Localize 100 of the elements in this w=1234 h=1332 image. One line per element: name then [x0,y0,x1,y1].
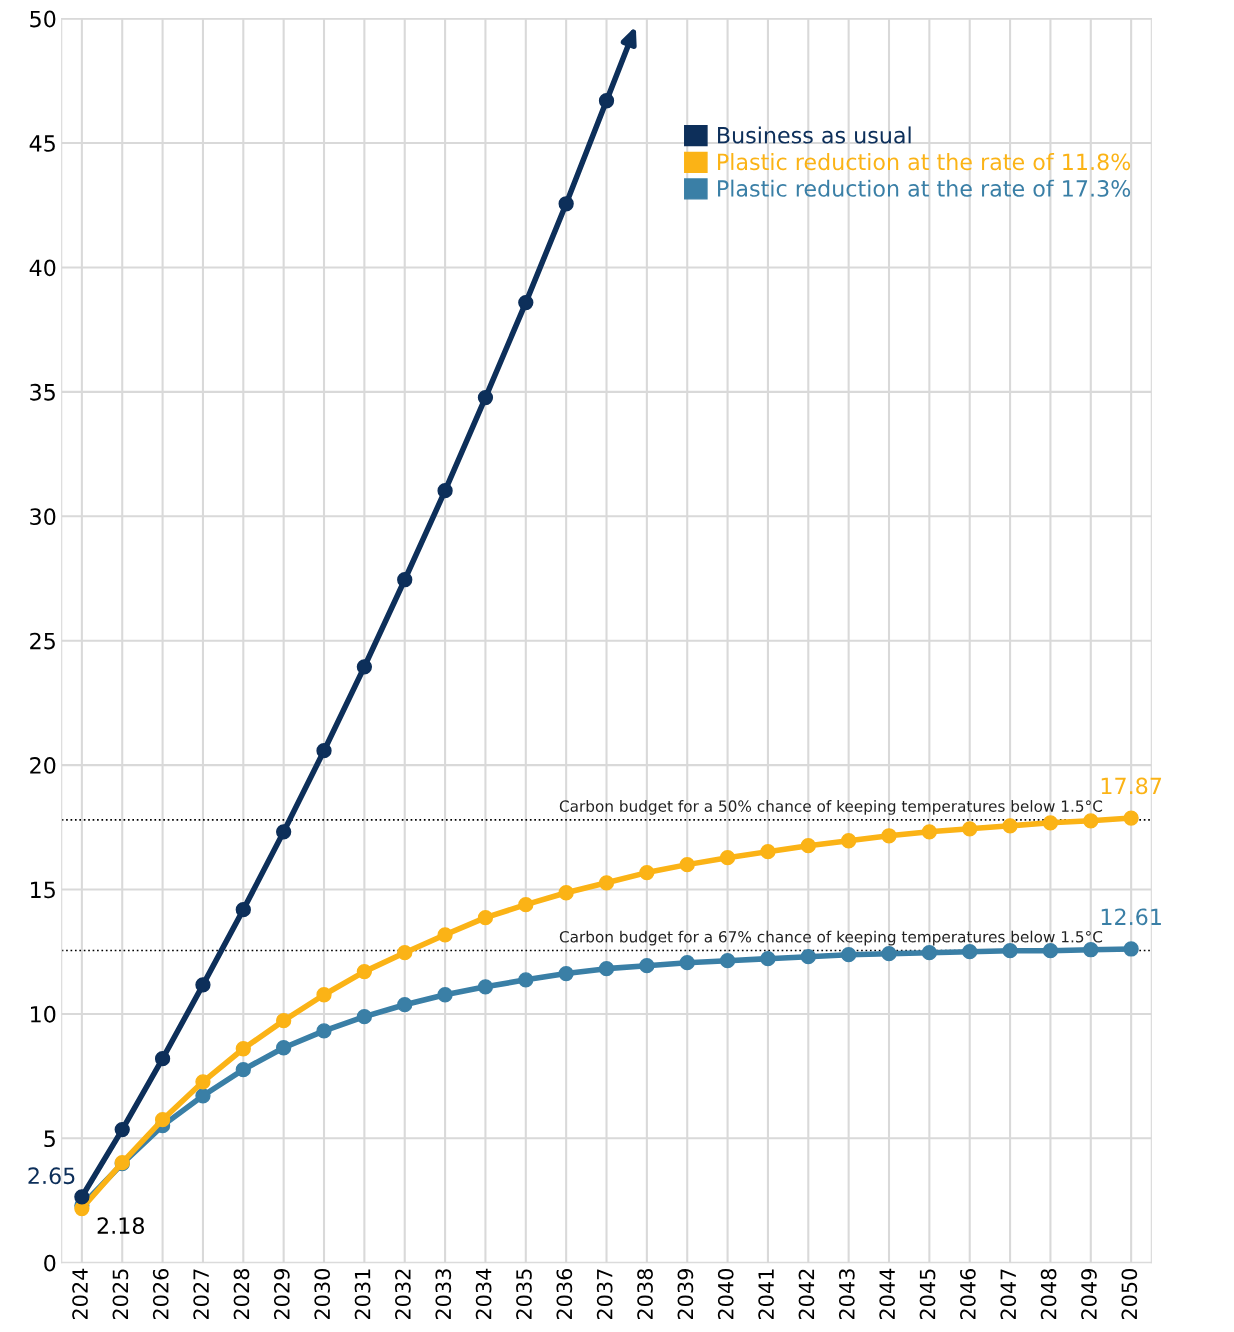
x-tick-label: 2045 [919,1269,936,1320]
point [558,965,574,982]
point [1002,818,1018,834]
point [639,864,655,881]
point [719,953,736,969]
point [356,963,373,980]
x-tick-label: 2029 [273,1269,290,1320]
point [276,1012,292,1029]
point [1083,813,1099,829]
legend-label: Plastic reduction at the rate of 17.3% [718,179,1131,197]
point [921,824,938,840]
x-tick-label: 2046 [960,1268,976,1320]
x-tick-label: 2027 [193,1269,209,1320]
point [639,958,655,974]
point [397,945,413,961]
point [598,960,615,977]
x-tick-label: 2044 [879,1268,896,1320]
point [1123,810,1139,826]
point [276,1040,292,1056]
point [921,945,938,961]
point [397,572,413,588]
point [518,972,534,988]
point [1042,943,1059,959]
x-tick-label: 2024 [72,1268,88,1320]
x-tick-label: 2047 [1000,1269,1017,1320]
x-tick-label: 2028 [233,1269,250,1320]
x-tick-label: 2032 [395,1269,411,1320]
legend-label: Plastic reduction at the rate of 11.8% [718,153,1131,171]
x-tick-label: 2048 [1040,1269,1057,1320]
x-tick-label: 2025 [112,1269,129,1320]
x-tick-label: 2039 [677,1269,694,1320]
point [114,1121,130,1138]
x-tick-label: 2043 [838,1269,855,1320]
point [962,821,978,837]
x-tick-label: 2034 [475,1268,492,1320]
point [356,659,373,675]
x-tick-label: 2030 [314,1268,331,1320]
y-tick-label: 30 [30,508,56,526]
data-label: 12.61 [1101,908,1161,926]
ref-line-label: Carbon budget for a 67% chance of keeping temperatures below 1.5°C [559,930,1103,946]
point [397,997,413,1013]
point [235,902,251,918]
point [235,1041,251,1057]
point [235,1062,251,1078]
x-tick-label: 2038 [637,1269,653,1320]
x-tick-label: 2031 [354,1269,371,1320]
point [558,885,574,901]
data-label: 2.18 [97,1217,144,1235]
point [1083,942,1099,958]
point [1123,941,1139,957]
point [437,987,453,1003]
x-tick-label: 2040 [717,1268,734,1320]
point [558,196,574,212]
point [881,946,897,962]
point [881,828,897,844]
x-tick-label: 2036 [556,1268,573,1320]
y-tick-label: 15 [31,881,55,899]
point [477,909,494,926]
point [518,294,534,311]
y-tick-label: 10 [31,1005,56,1023]
x-tick-label: 2041 [758,1269,774,1320]
point [195,977,211,993]
point [598,875,615,891]
point [276,824,292,840]
x-tick-label: 2033 [435,1269,452,1320]
x-tick-label: 2049 [1081,1269,1097,1320]
y-tick-label: 5 [44,1130,55,1148]
ref-line-label: Carbon budget for a 50% chance of keeping temperatures below 1.5°C [559,800,1103,815]
point [316,743,332,759]
y-tick-label: 20 [30,757,56,774]
point [195,1088,211,1104]
y-tick-label: 50 [30,10,56,28]
point [679,856,695,873]
point [679,955,695,971]
point [841,947,857,963]
point [800,838,816,854]
point [760,844,776,860]
x-tick-label: 2026 [152,1268,169,1320]
point [1042,815,1059,831]
y-tick-label: 35 [30,383,55,401]
y-tick-label: 45 [29,135,55,152]
point [719,850,736,866]
point [841,833,857,849]
point [800,949,816,965]
point [518,897,534,913]
x-tick-label: 2035 [516,1269,532,1320]
point [154,1051,171,1067]
point [477,389,494,406]
point [760,951,776,967]
point [316,987,332,1003]
point [477,979,494,995]
point [437,927,453,943]
x-tick-label: 2050 [1121,1268,1138,1320]
legend-label: Business as usual [718,126,911,144]
point [356,1009,373,1025]
point [195,1074,211,1090]
y-tick-label: 0 [44,1254,56,1272]
point [437,483,453,499]
point [316,1023,332,1039]
y-tick-label: 40 [29,259,56,277]
